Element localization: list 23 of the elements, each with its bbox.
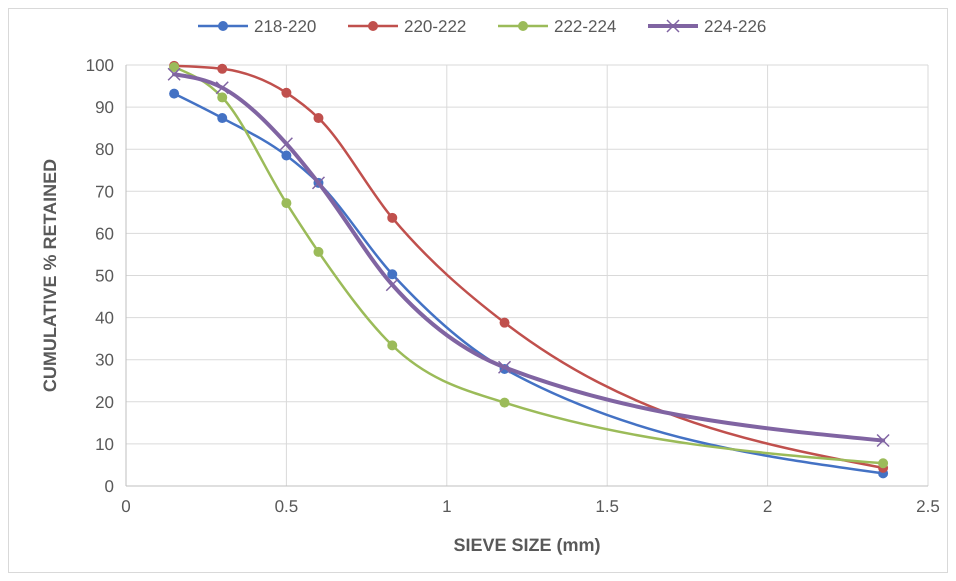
x-tick-label: 0.5 bbox=[274, 497, 298, 516]
x-tick-label: 0 bbox=[121, 497, 131, 516]
x-tick-label: 2 bbox=[762, 497, 772, 516]
x-tick-label: 1 bbox=[442, 497, 452, 516]
y-tick-label: 100 bbox=[86, 56, 114, 75]
y-tick-label: 10 bbox=[95, 434, 114, 454]
legend-label: 218-220 bbox=[254, 16, 316, 36]
y-tick-label: 20 bbox=[95, 392, 114, 412]
y-tick-label: 70 bbox=[95, 182, 114, 202]
y-tick-label: 40 bbox=[95, 308, 114, 328]
x-tick-label: 1.5 bbox=[595, 497, 620, 516]
y-tick-label: 60 bbox=[95, 224, 114, 244]
y-tick-label: 80 bbox=[95, 140, 114, 160]
y-tick-label: 0 bbox=[104, 476, 114, 496]
legend-label: 220-222 bbox=[404, 16, 466, 36]
y-tick-label: 30 bbox=[95, 350, 114, 370]
legend-label: 222-224 bbox=[554, 16, 616, 36]
y-axis-title: CUMULATIVE % RETAINED bbox=[40, 158, 60, 392]
x-tick-label: 2.5 bbox=[916, 497, 940, 516]
y-tick-label: 90 bbox=[95, 98, 114, 118]
y-tick-label: 50 bbox=[95, 266, 114, 286]
x-axis-title: SIEVE SIZE (mm) bbox=[453, 535, 601, 555]
legend-label: 224-226 bbox=[704, 16, 766, 36]
